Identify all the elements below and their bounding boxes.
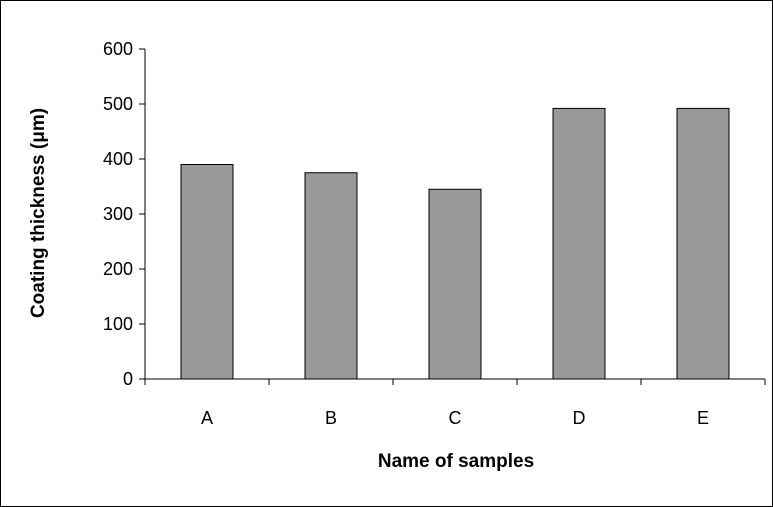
bar-C [428, 188, 482, 380]
bars-layer [180, 107, 730, 380]
y-tick-label: 400 [103, 149, 133, 169]
y-tick-label: 200 [103, 259, 133, 279]
bar-B [304, 172, 358, 380]
x-tick-label-A: A [201, 408, 213, 428]
x-tick-label-C: C [449, 408, 462, 428]
y-tick-label: 100 [103, 314, 133, 334]
y-tick-label: 600 [103, 39, 133, 59]
x-axis-title: Name of samples [378, 451, 534, 472]
x-tick-label-B: B [325, 408, 337, 428]
y-tick-label: 500 [103, 94, 133, 114]
y-tick-label: 0 [123, 369, 133, 389]
bar-A [180, 164, 234, 380]
y-axis-title: Coating thickness (μm) [28, 108, 49, 318]
y-tick-label: 300 [103, 204, 133, 224]
x-tick-label-E: E [697, 408, 709, 428]
bar-D [552, 107, 606, 380]
bar-E [676, 107, 730, 380]
axes-layer [139, 48, 766, 385]
y-tick-labels: 0 100 200 300 400 500 600 [103, 39, 133, 389]
x-tick-labels: A B C D E [201, 408, 709, 428]
x-tick-label-D: D [573, 408, 586, 428]
